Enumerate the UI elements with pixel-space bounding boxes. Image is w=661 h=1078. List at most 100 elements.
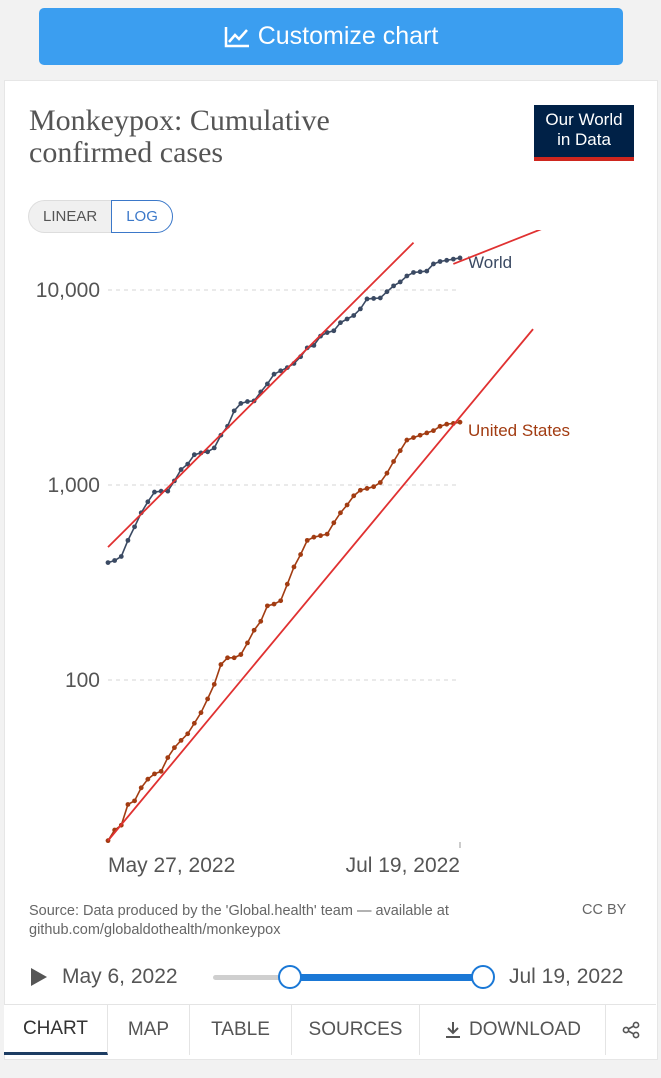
data-point <box>384 289 390 295</box>
data-point <box>424 268 430 274</box>
timeline-end-handle[interactable] <box>471 965 495 989</box>
data-point <box>371 484 377 490</box>
data-point <box>165 755 171 760</box>
data-point <box>331 520 337 526</box>
data-point <box>404 273 410 279</box>
data-point <box>324 531 330 537</box>
data-point <box>444 421 450 427</box>
data-point <box>431 428 436 434</box>
owid-logo-line2: in Data <box>557 130 611 149</box>
x-tick-label: May 27, 2022 <box>108 854 235 877</box>
data-point <box>384 470 390 476</box>
data-point <box>457 255 463 261</box>
data-point <box>291 564 297 570</box>
download-icon <box>446 1022 461 1038</box>
data-point <box>364 486 370 491</box>
data-point <box>417 432 423 438</box>
data-point <box>211 445 217 451</box>
scale-toggle: LINEAR LOG <box>28 200 173 233</box>
data-point <box>311 534 317 540</box>
share-button[interactable] <box>606 1005 656 1055</box>
data-point <box>298 552 304 557</box>
chart-plot: 100 1,000 10,000 May 27, 2022 Jul 19, 2022 Wo… <box>36 230 570 877</box>
data-point <box>145 499 151 505</box>
data-point <box>404 437 410 443</box>
data-point <box>251 627 257 633</box>
data-point <box>371 296 377 301</box>
data-point <box>198 710 204 716</box>
timeline-start-label: May 6, 2022 <box>62 965 178 988</box>
data-point <box>211 681 217 687</box>
data-point <box>364 296 370 302</box>
scale-linear-button[interactable]: LINEAR <box>28 200 112 233</box>
tab-chart[interactable]: CHART <box>4 1005 108 1055</box>
series-label: World <box>468 253 512 272</box>
data-point <box>191 452 197 458</box>
tab-download[interactable]: DOWNLOAD <box>420 1005 606 1055</box>
trend-line <box>453 230 542 265</box>
data-point <box>264 381 270 387</box>
data-point <box>344 316 350 322</box>
data-point <box>125 537 131 543</box>
customize-chart-label: Customize chart <box>257 22 439 50</box>
data-point <box>424 430 430 436</box>
data-point <box>112 558 118 563</box>
license-label[interactable]: CC BY <box>582 902 627 918</box>
data-point <box>284 581 290 587</box>
data-point <box>185 731 191 737</box>
data-point <box>391 283 396 289</box>
tab-map[interactable]: MAP <box>108 1005 190 1055</box>
data-point <box>437 423 443 429</box>
data-point <box>351 493 357 499</box>
data-point <box>278 368 284 374</box>
data-point <box>145 776 151 782</box>
chart-card <box>4 80 658 1060</box>
data-point <box>218 662 224 667</box>
y-tick-label: 10,000 <box>36 279 100 302</box>
data-point <box>158 768 164 774</box>
data-point <box>304 537 310 543</box>
data-point <box>231 408 237 414</box>
owid-logo[interactable]: Our World in Data <box>534 105 634 161</box>
data-point <box>331 328 337 334</box>
customize-chart-button[interactable]: Customize chart <box>39 8 623 65</box>
data-point <box>357 487 363 493</box>
data-point <box>377 480 383 485</box>
data-point <box>138 785 144 791</box>
data-point <box>245 399 250 404</box>
data-point <box>258 618 264 624</box>
data-point <box>118 554 124 559</box>
timeline: May 6, 2022 Jul 19, 2022 <box>0 955 661 1000</box>
data-point <box>324 330 330 335</box>
tab-table[interactable]: TABLE <box>190 1005 292 1055</box>
data-point <box>152 489 157 495</box>
source-note: Source: Data produced by the 'Global.hea… <box>29 903 449 938</box>
data-point <box>338 510 343 516</box>
data-point <box>132 798 137 804</box>
line-chart-icon <box>224 26 250 48</box>
tab-bar: CHART MAP TABLE SOURCES DOWNLOAD <box>4 1004 656 1055</box>
series-line-world <box>107 257 461 564</box>
data-point <box>205 696 211 702</box>
data-point <box>397 279 403 285</box>
data-point <box>411 270 416 275</box>
data-point <box>238 401 244 406</box>
data-point <box>152 771 157 777</box>
data-point <box>357 306 363 312</box>
trend-line <box>107 328 534 842</box>
data-point <box>245 640 250 646</box>
series-label: United States <box>468 421 570 440</box>
share-icon <box>622 1021 640 1039</box>
data-point <box>225 655 230 661</box>
scale-log-button[interactable]: LOG <box>111 200 173 233</box>
data-point <box>191 720 197 726</box>
timeline-selected-range[interactable] <box>289 974 483 981</box>
tab-sources[interactable]: SOURCES <box>292 1005 420 1055</box>
play-icon[interactable] <box>30 967 48 987</box>
timeline-end-label: Jul 19, 2022 <box>509 965 624 988</box>
data-point <box>411 435 416 441</box>
timeline-start-handle[interactable] <box>278 965 302 989</box>
data-point <box>338 320 343 326</box>
y-tick-label: 100 <box>65 669 100 692</box>
data-point <box>178 467 184 472</box>
